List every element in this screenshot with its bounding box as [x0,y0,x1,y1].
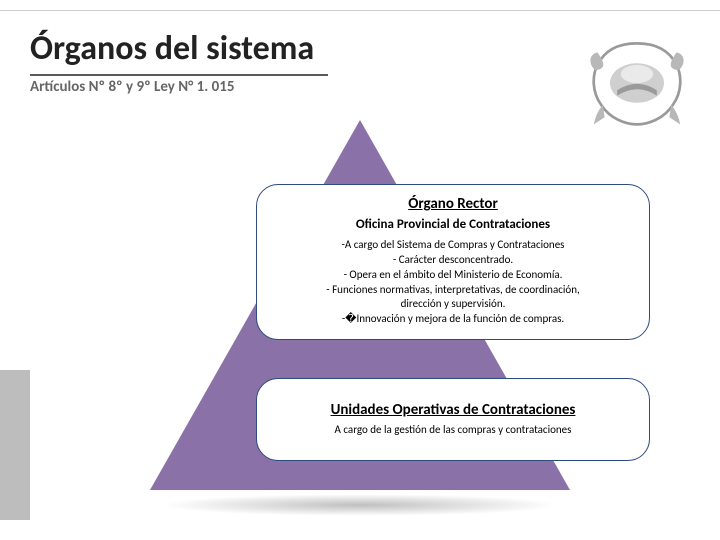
box1-title: Órgano Rector [275,195,631,213]
box2-title: Unidades Operativas de Contrataciones [275,401,631,419]
page-subtitle: Artículos Nº 8º y 9º Ley N° 1. 015 [30,78,234,96]
box1-line: - Funciones normativas, interpretativas,… [275,283,631,298]
left-accent-bar [0,370,30,520]
box1-line: - Opera en el ámbito del Ministerio de E… [275,268,631,283]
box1-subtitle: Oficina Provincial de Contrataciones [275,217,631,232]
box1-line: -�Innovación y mejora de la función de c… [275,312,631,327]
box1-line: - Carácter desconcentrado. [275,253,631,268]
triangle-shadow [160,494,560,516]
page-title: Órganos del sistema [30,28,314,69]
box1-line: dirección y supervisión. [275,297,631,312]
box1-line: -A cargo del Sistema de Compras y Contra… [275,238,631,253]
slide-root: Órganos del sistema Artículos Nº 8º y 9º… [0,0,720,540]
box-organo-rector: Órgano Rector Oficina Provincial de Cont… [256,184,650,340]
box-unidades-operativas: Unidades Operativas de Contrataciones A … [256,378,650,461]
box2-body: A cargo de la gestión de las compras y c… [275,423,631,438]
box1-body: -A cargo del Sistema de Compras y Contra… [275,238,631,327]
emblem-icon [582,38,692,128]
top-divider [0,10,720,11]
title-underline [30,74,328,76]
